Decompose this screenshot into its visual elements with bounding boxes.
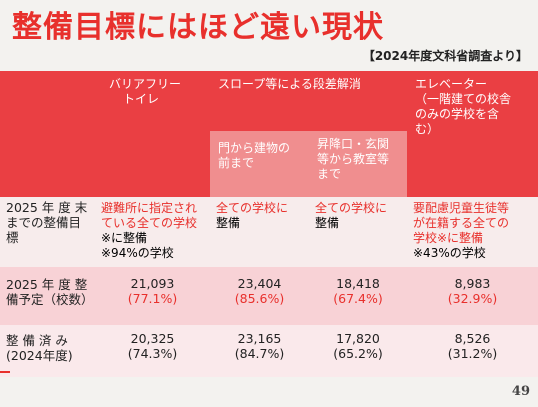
done-elevator-value: 8,526: [454, 331, 491, 346]
target-slope-gate-line-1: 全ての学校に: [216, 201, 289, 215]
header-slope-entrance-line-2: 等から教室等: [317, 152, 390, 166]
row-label-target-line-1: 2025 年 度 末: [6, 200, 88, 215]
target-toilet-line-2: ている全ての学校: [101, 216, 198, 230]
target-elevator-line-3: 学校※に整備: [413, 231, 484, 245]
planned-slope-gate: 23,404 (85.6%): [210, 267, 309, 325]
target-elevator-line-1: 要配慮児童生徒等: [413, 201, 510, 215]
planned-slope-entrance-value: 18,418: [336, 276, 380, 291]
planned-elevator: 8,983 (32.9%): [407, 267, 538, 325]
header-slope-entrance-line-1: 昇降口・玄関: [317, 137, 390, 151]
planned-slope-gate-value: 23,404: [237, 276, 282, 291]
header-elevator-line-2: （一階建ての校舎: [415, 92, 512, 106]
source-note: 【2024年度文科省調査より】: [362, 49, 528, 63]
header-toilet-line-1: バリアフリー: [109, 77, 182, 91]
row-label-planned-line-2: 備予定（校数）: [6, 292, 94, 307]
planned-slope-entrance-pct: (67.4%): [333, 291, 383, 306]
done-toilet: 20,325 (74.3%): [95, 325, 210, 377]
header-slope-entrance: 昇降口・玄関 等から教室等 まで: [309, 131, 407, 197]
header-slope-gate-line-2: 前まで: [218, 156, 255, 170]
row-label-done: 整 備 済 み (2024年度): [0, 325, 95, 377]
done-slope-gate-value: 23,165: [237, 331, 282, 346]
header-toilet-line-2: トイレ: [123, 92, 160, 106]
target-slope-entrance: 全ての学校に 整備: [309, 197, 407, 267]
target-toilet: 避難所に指定され ている全ての学校 ※に整備 ※94%の学校: [95, 197, 210, 267]
header-slope-gate-line-1: 門から建物の: [218, 141, 291, 155]
target-elevator: 要配慮児童生徒等 が在籍する全ての 学校※に整備 ※43%の学校: [407, 197, 538, 267]
row-label-planned: 2025 年 度 整 備予定（校数）: [0, 267, 95, 325]
done-slope-entrance: 17,820 (65.2%): [309, 325, 407, 377]
page-title: 整備目標にはほど遠い現状: [12, 10, 384, 45]
header-elevator: エレベーター （一階建ての校舎 のみの学校を含 む）: [407, 71, 538, 197]
planned-elevator-pct: (32.9%): [447, 291, 498, 306]
target-elevator-line-2: が在籍する全ての: [413, 216, 510, 230]
target-toilet-line-4: ※94%の学校: [101, 246, 174, 260]
header-slope: スロープ等による段差解消: [210, 71, 407, 131]
planned-elevator-value: 8,983: [454, 276, 491, 291]
done-slope-entrance-value: 17,820: [336, 331, 380, 346]
header-toilet: バリアフリー トイレ: [95, 71, 210, 197]
planned-slope-gate-pct: (85.6%): [234, 291, 285, 306]
row-label-done-line-2: (2024年度): [6, 348, 73, 363]
planned-toilet-pct: (77.1%): [127, 291, 178, 306]
header-slope-label: スロープ等による段差解消: [218, 77, 361, 91]
header-slope-entrance-line-3: まで: [317, 167, 342, 181]
target-elevator-line-4: ※43%の学校: [413, 246, 486, 260]
target-slope-entrance-line-1: 全ての学校に: [315, 201, 388, 215]
target-slope-gate-line-2: 整備: [216, 216, 241, 230]
row-label-target-line-2: までの整備目: [6, 215, 82, 230]
done-elevator-pct: (31.2%): [447, 346, 498, 361]
done-slope-entrance-pct: (65.2%): [333, 346, 383, 361]
page-number: 49: [511, 384, 530, 399]
planned-toilet-value: 21,093: [130, 276, 175, 291]
done-slope-gate-pct: (84.7%): [234, 346, 285, 361]
header-elevator-line-3: のみの学校を含: [415, 107, 500, 121]
header-blank: [0, 71, 95, 197]
row-label-target-line-3: 標: [6, 230, 19, 245]
row-label-target: 2025 年 度 末 までの整備目 標: [0, 197, 95, 267]
done-toilet-value: 20,325: [130, 331, 175, 346]
target-slope-entrance-line-2: 整備: [315, 216, 340, 230]
target-toilet-line-1: 避難所に指定され: [101, 201, 198, 215]
header-elevator-line-1: エレベーター: [415, 77, 488, 91]
header-slope-gate: 門から建物の 前まで: [210, 131, 309, 197]
done-slope-gate: 23,165 (84.7%): [210, 325, 309, 377]
left-accent-line: [0, 371, 10, 373]
planned-toilet: 21,093 (77.1%): [95, 267, 210, 325]
done-elevator: 8,526 (31.2%): [407, 325, 538, 377]
target-slope-gate: 全ての学校に 整備: [210, 197, 309, 267]
target-toilet-line-3: ※に整備: [101, 231, 148, 245]
planned-slope-entrance: 18,418 (67.4%): [309, 267, 407, 325]
header-elevator-line-4: む）: [415, 122, 440, 136]
done-toilet-pct: (74.3%): [127, 346, 178, 361]
row-label-done-line-1: 整 備 済 み: [6, 333, 68, 348]
row-label-planned-line-1: 2025 年 度 整: [6, 277, 88, 292]
